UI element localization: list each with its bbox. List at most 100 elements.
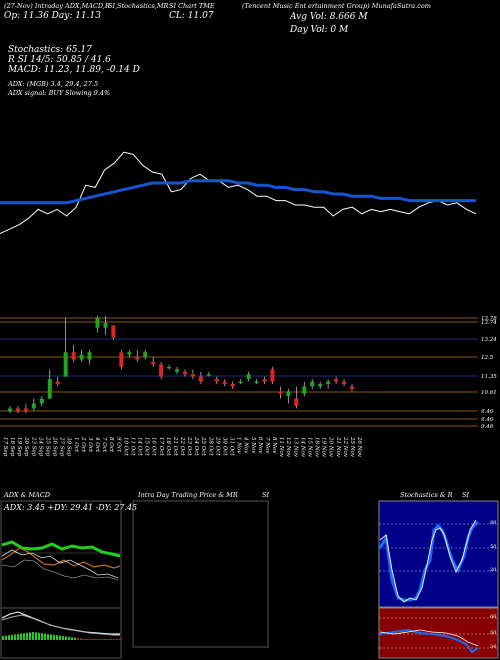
date-tick-label: 1 Oct: [73, 437, 79, 453]
macd-bar: [23, 633, 25, 640]
macd-bar: [107, 639, 109, 640]
stochastics-value: Stochastics: 65.17: [8, 45, 92, 55]
macd-bar: [41, 633, 43, 640]
rsi-value: R SI 14/5: 50.85 / 41.6: [8, 55, 111, 65]
date-tick-label: 19 Nov: [321, 437, 327, 458]
date-tick-label: 15 Oct: [144, 437, 150, 456]
macd-bar: [89, 639, 91, 640]
date-tick-label: 12 Nov: [285, 437, 291, 458]
date-tick-label: 15 Nov: [306, 437, 312, 458]
adx-panel-values: ADX: 3.45 +DY: 29.41 -DY: 27.45: [4, 503, 138, 512]
date-tick-label: 20 Sep: [23, 436, 29, 457]
price-level-label: 9.46: [481, 409, 494, 415]
macd-signal-line: [1, 614, 120, 636]
candlesticks: [8, 315, 354, 414]
macd-bar: [62, 636, 64, 640]
candle-body: [206, 374, 211, 376]
stoch-panel-frame: [378, 500, 499, 608]
stoch-rsi-title: Stochastics & R: [400, 491, 453, 499]
date-tick-label: 25 Nov: [349, 436, 355, 458]
candle-body: [310, 381, 315, 387]
date-tick-label: 31 Oct: [229, 437, 235, 456]
macd-bar: [32, 632, 34, 640]
rsi-panel-frame: [378, 607, 499, 659]
day-vol-label: Day Vol: 0 M: [290, 25, 349, 35]
title-b: SI,Stochastics,MR: [108, 2, 169, 10]
macd-bar: [47, 634, 49, 640]
adx-line: [1, 549, 119, 579]
candle-body: [111, 325, 116, 338]
adx-minus-line: [1, 547, 121, 569]
candle-body: [190, 374, 195, 377]
price-level-label: 9.46: [481, 417, 494, 423]
price-level-label: 13.74: [481, 320, 497, 326]
adx-panel-frame: [0, 500, 122, 609]
candle-body: [286, 391, 291, 397]
candle-body: [143, 352, 148, 358]
macd-bar: [83, 638, 85, 640]
date-tick-label: 14 Oct: [137, 437, 143, 456]
candle-body: [31, 403, 36, 409]
stoch-level-50: 50: [490, 544, 497, 550]
title-a: (27-Nov) Intraday ADX,MACD,R: [4, 2, 110, 10]
date-tick-label: 17 Sep: [2, 437, 8, 457]
date-tick-label: 8 Nov: [271, 437, 277, 454]
macd-bar: [86, 639, 88, 640]
rsi-level-50: 50: [490, 630, 497, 636]
price-level-label: 10.61: [481, 390, 497, 396]
macd-bar: [26, 632, 28, 640]
avg-vol-label: Avg Vol: 8.666 M: [290, 12, 368, 22]
macd-bar: [53, 634, 55, 640]
candle-body: [63, 352, 68, 377]
intraday-panel-frame: [132, 500, 269, 648]
stoch-rsi-title-b: SI: [462, 491, 470, 499]
candle-body: [238, 381, 243, 384]
rsi-level-34: 34: [490, 644, 497, 650]
date-tick-label: 24 Sep: [37, 436, 43, 457]
title-d: (Tencent Music Ent: [242, 2, 307, 10]
macd-bar: [101, 639, 103, 640]
date-tick-label: 11 Nov: [278, 437, 284, 458]
date-tick-label: 23 Sep: [30, 436, 36, 457]
rsi-signal-line: [379, 629, 479, 647]
date-tick-label: 23 Oct: [186, 436, 192, 456]
adx-plus-line: [1, 540, 121, 558]
date-tick-label: 14 Nov: [299, 437, 305, 458]
candle-body: [318, 384, 323, 387]
stoch-level-20: 20: [490, 567, 497, 573]
adx-macd-title: ADX & MACD: [4, 491, 50, 499]
price-ma-lines: [0, 151, 477, 235]
macd-bar: [50, 634, 52, 640]
macd-bar: [65, 636, 67, 640]
date-tick-label: 18 Nov: [314, 437, 320, 458]
date-tick-label: 30 Oct: [221, 437, 227, 456]
macd-bar: [110, 639, 112, 640]
date-tick-label: 30 Sep: [66, 437, 72, 457]
macd-bar: [116, 639, 118, 640]
candle-body: [350, 386, 354, 389]
macd-bar: [35, 632, 37, 640]
main-chart: 13.7813.7413.2412.511.3510.619.469.469.4…: [0, 151, 497, 458]
candle-body: [175, 369, 180, 372]
macd-bar: [5, 635, 7, 640]
macd-bar: [104, 639, 106, 640]
macd-bar: [44, 633, 46, 640]
date-tick-label: 20 Nov: [328, 436, 334, 458]
date-tick-label: 25 Sep: [44, 436, 50, 457]
macd-panel-frame: [0, 607, 122, 659]
candle-body: [230, 384, 235, 387]
date-tick-label: 24 Oct: [193, 436, 199, 456]
macd-bar: [56, 635, 58, 640]
rsi-level-66: 66: [490, 614, 497, 620]
macd-bar: [95, 639, 97, 640]
date-tick-label: 16 Oct: [151, 437, 157, 456]
date-tick-label: 29 Oct: [214, 436, 220, 456]
date-tick-label: 22 Oct: [179, 436, 185, 456]
stoch-d-line: [379, 519, 477, 603]
macd-bar: [71, 637, 73, 640]
candle-body: [270, 369, 275, 382]
macd-bar: [113, 639, 115, 640]
adx-signal-line: [1, 559, 119, 581]
candle-body: [214, 379, 219, 382]
date-tick-label: 9 Oct: [115, 437, 121, 453]
